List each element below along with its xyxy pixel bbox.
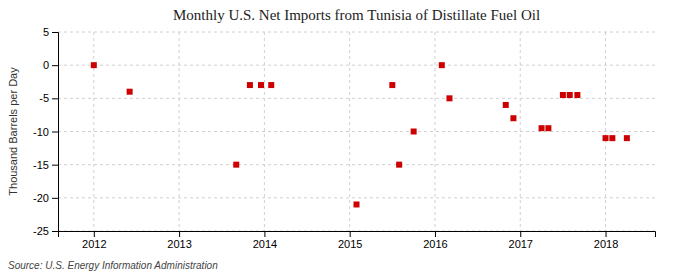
point — [268, 82, 274, 88]
grid-line — [58, 32, 655, 33]
point — [354, 201, 360, 207]
tick-mark — [94, 231, 95, 237]
tick-mark — [52, 165, 58, 166]
point — [567, 92, 573, 98]
tick-mark — [179, 231, 180, 237]
tick-label: 2017 — [509, 238, 533, 250]
grid-line — [264, 32, 265, 231]
grid-line — [520, 32, 521, 231]
tick: -5 — [39, 92, 58, 104]
point — [258, 82, 264, 88]
point — [446, 95, 452, 101]
point — [247, 82, 253, 88]
point — [609, 135, 615, 141]
tick-mark — [264, 231, 265, 237]
point — [624, 135, 630, 141]
tick: 2018 — [594, 231, 618, 250]
axis-line — [59, 232, 656, 238]
point — [539, 125, 545, 131]
tick: -25 — [33, 225, 58, 237]
tick: 2013 — [167, 231, 191, 250]
tick: 2016 — [423, 231, 447, 250]
grid-line — [58, 131, 655, 132]
grid-line — [58, 164, 655, 165]
tick-mark — [52, 65, 58, 66]
grid — [58, 32, 655, 231]
point — [439, 62, 445, 68]
point — [396, 162, 402, 168]
tick: 2017 — [509, 231, 533, 250]
title: Monthly U.S. Net Imports from Tunisia of… — [173, 7, 540, 23]
tick-label: 2018 — [594, 238, 618, 250]
tick-mark — [52, 98, 58, 99]
y-axis-title: Thousand Barrels per Day — [7, 67, 19, 196]
tick-mark — [52, 231, 58, 232]
tick-label: 2012 — [82, 238, 106, 250]
point — [411, 129, 417, 135]
x-axis: 2012 2013 2014 2015 2016 2017 2018 — [59, 231, 656, 250]
grid-line — [58, 197, 655, 198]
tick-mark — [350, 231, 351, 237]
tick-label: -20 — [33, 192, 49, 204]
grid-line — [434, 32, 435, 231]
tick: 2012 — [82, 231, 106, 250]
tick-mark — [520, 231, 521, 237]
tick-label: -25 — [33, 225, 49, 237]
point — [91, 62, 97, 68]
tick: -20 — [33, 192, 58, 204]
tick-label: 2015 — [338, 238, 362, 250]
tick: 5 — [43, 26, 58, 38]
point — [574, 92, 580, 98]
tick-label: -15 — [33, 159, 49, 171]
tick-label: 2013 — [167, 238, 191, 250]
grid-line — [93, 32, 94, 231]
grid-line — [605, 32, 606, 231]
point — [233, 162, 239, 168]
point — [510, 115, 516, 121]
point — [127, 89, 133, 95]
tick: 0 — [43, 59, 58, 71]
tick-mark — [52, 32, 58, 33]
points — [91, 62, 630, 207]
tick-label: 2014 — [253, 238, 277, 250]
grid-line — [349, 32, 350, 231]
tick: -10 — [33, 126, 58, 138]
tick-mark — [606, 231, 607, 237]
grid-line — [179, 32, 180, 231]
point — [560, 92, 566, 98]
point — [603, 135, 609, 141]
tick: 2014 — [253, 231, 277, 250]
point — [389, 82, 395, 88]
tick-label: -10 — [33, 126, 49, 138]
tick-mark — [435, 231, 436, 237]
tick-label: -5 — [39, 92, 49, 104]
tick-label: 5 — [43, 26, 49, 38]
tick: 2015 — [338, 231, 362, 250]
tick-label: 0 — [43, 59, 49, 71]
tick-mark — [52, 198, 58, 199]
chart: 2012 2013 2014 2015 2016 2017 2018 5 0 -5 -10 -15 -2… — [0, 0, 675, 275]
tick-mark — [52, 132, 58, 133]
tick: -15 — [33, 159, 58, 171]
source: Source: U.S. Energy Information Administ… — [8, 260, 218, 271]
point — [503, 102, 509, 108]
plot: 2012 2013 2014 2015 2016 2017 2018 5 0 -5 -10 -15 -2… — [33, 26, 655, 250]
axis-line — [52, 33, 59, 232]
grid-line — [58, 65, 655, 66]
point — [545, 125, 551, 131]
tick-label: 2016 — [423, 238, 447, 250]
y-axis: 5 0 -5 -10 -15 -20 -25 — [33, 26, 58, 237]
